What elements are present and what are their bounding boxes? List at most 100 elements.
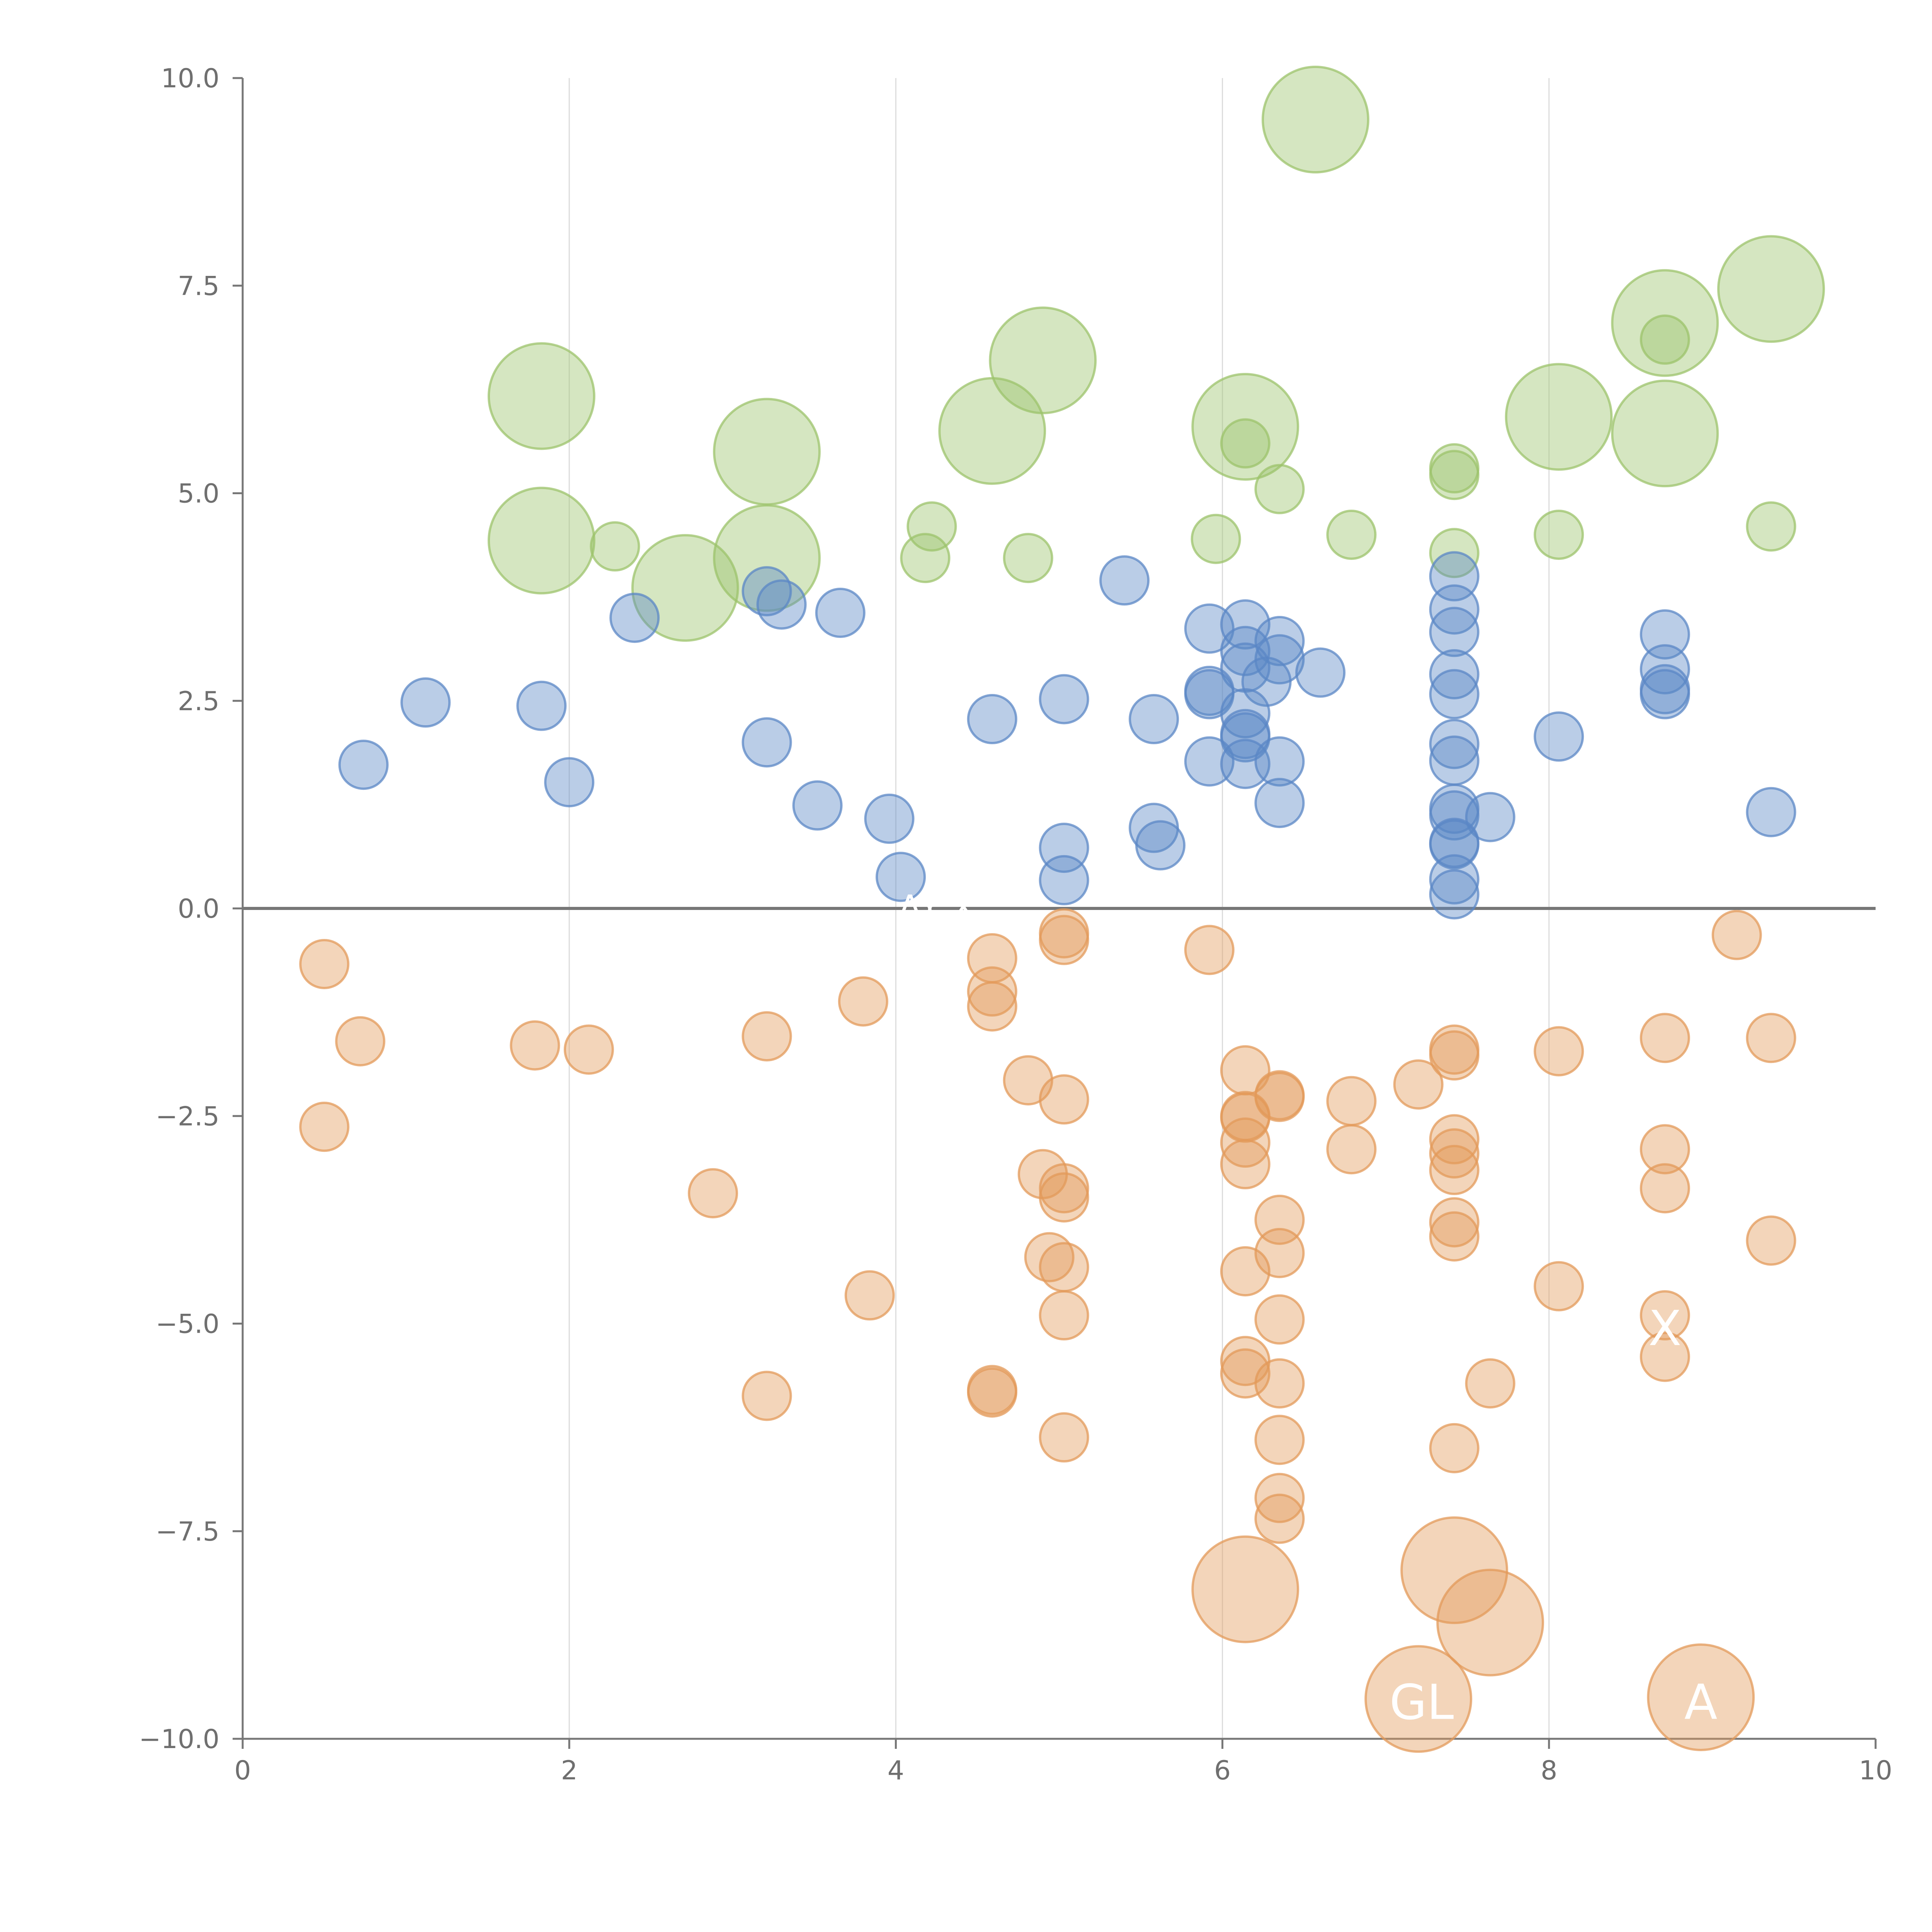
data-point-blue [815, 587, 866, 638]
data-point-green [1746, 501, 1796, 552]
data-point-green [1190, 514, 1241, 564]
data-point-blue [1746, 787, 1796, 837]
data-point-orange [1039, 1242, 1089, 1293]
data-point-blue [756, 579, 807, 630]
data-point-blue [1429, 819, 1480, 870]
data-point-orange [1039, 1290, 1089, 1341]
data-point-blue [742, 717, 792, 768]
data-point-orange [1436, 1568, 1544, 1677]
data-point-orange [1326, 1124, 1377, 1175]
data-point-orange [299, 1102, 350, 1152]
data-point-blue [1429, 869, 1480, 920]
x-tick-label: 10 [1859, 1755, 1893, 1786]
data-point-orange [1711, 910, 1762, 960]
data-point-orange [1220, 1348, 1270, 1399]
data-point-blue [1184, 736, 1235, 787]
data-point-orange [1326, 1076, 1377, 1126]
data-point-blue [609, 592, 660, 643]
data-point-blue [1639, 669, 1690, 719]
data-point-blue [1039, 674, 1089, 724]
data-point-blue [1241, 656, 1292, 707]
data-point-blue [1254, 616, 1305, 667]
y-tick-label: −2.5 [156, 1101, 219, 1132]
data-point-green [713, 398, 821, 506]
data-point-orange [1746, 1013, 1796, 1063]
data-point-orange [1429, 1128, 1480, 1179]
data-point-orange [1534, 1261, 1584, 1311]
data-point-orange [1254, 1493, 1305, 1544]
series-orange [299, 908, 1796, 1753]
data-point-orange [1039, 915, 1089, 965]
data-point-green [1254, 464, 1305, 514]
data-point-green [1429, 450, 1480, 500]
data-point-orange [1039, 1074, 1089, 1125]
y-tick-label: −10.0 [139, 1724, 219, 1755]
data-point-orange [1254, 1473, 1305, 1523]
data-point-orange [1429, 1423, 1480, 1473]
data-point-orange [1039, 1412, 1089, 1463]
data-point-orange [1429, 1145, 1480, 1195]
series-blue [338, 551, 1796, 920]
data-point-orange [1254, 1415, 1305, 1465]
data-point-blue [1429, 735, 1480, 786]
series-green [487, 66, 1825, 642]
annotations: GL A X AY X [898, 888, 1717, 1730]
data-point-green [1191, 373, 1299, 481]
data-point-orange [1639, 1013, 1690, 1063]
x-tick-label: 2 [561, 1755, 578, 1786]
data-point-orange [1039, 1172, 1089, 1223]
data-point-green [487, 342, 595, 450]
data-point-orange [844, 1270, 895, 1321]
y-tick-label: 5.0 [178, 479, 219, 509]
data-point-orange [1400, 1516, 1509, 1624]
y-tick-label: 0.0 [178, 894, 219, 924]
data-point-orange [1429, 1030, 1480, 1081]
data-point-green [938, 377, 1046, 485]
data-point-orange [1024, 1232, 1075, 1282]
data-point-blue [516, 680, 567, 731]
data-point-orange [1639, 1163, 1690, 1214]
data-point-blue [1639, 609, 1690, 660]
data-point-green [487, 486, 595, 595]
data-point-blue [1254, 778, 1305, 828]
data-points [299, 66, 1825, 1753]
data-point-blue [1429, 790, 1480, 841]
data-point-green [1611, 269, 1719, 377]
annotation-label: GL [1389, 1674, 1454, 1730]
data-point-green [1505, 363, 1613, 471]
data-point-blue [1220, 626, 1270, 676]
data-point-green [1262, 66, 1369, 173]
data-point-green [900, 533, 951, 583]
data-point-orange [510, 1020, 560, 1071]
y-tick-label: 2.5 [178, 686, 219, 717]
data-point-green [1534, 509, 1584, 560]
y-tick-label: −5.0 [156, 1309, 219, 1340]
data-point-blue [1039, 855, 1089, 905]
x-tick-label: 8 [1541, 1755, 1557, 1786]
x-tick-label: 4 [888, 1755, 904, 1786]
data-point-orange [1429, 1197, 1480, 1248]
data-point-blue [1429, 669, 1480, 719]
data-point-orange [1429, 1114, 1480, 1165]
data-point-orange [1220, 1117, 1270, 1168]
y-tick-label: 7.5 [178, 271, 219, 301]
data-point-blue [1295, 647, 1346, 698]
annotation-label: A [1684, 1674, 1718, 1730]
data-point-orange [1465, 1358, 1515, 1409]
data-point-blue [1254, 736, 1305, 787]
x-ticks: 0 2 4 6 8 10 [234, 1739, 1892, 1786]
data-point-orange [1746, 1215, 1796, 1266]
data-point-orange [1393, 1059, 1444, 1110]
x-tick-label: 0 [234, 1755, 251, 1786]
x-tick-label: 6 [1214, 1755, 1231, 1786]
data-point-blue [1534, 711, 1584, 762]
data-point-orange [838, 976, 888, 1027]
data-point-orange [1639, 1290, 1690, 1341]
y-tick-label: −7.5 [156, 1517, 219, 1547]
data-point-green [1003, 533, 1053, 583]
data-point-blue [1099, 555, 1150, 606]
data-point-orange [1254, 1294, 1305, 1345]
data-point-orange [1220, 1139, 1270, 1189]
data-point-blue [400, 677, 451, 728]
